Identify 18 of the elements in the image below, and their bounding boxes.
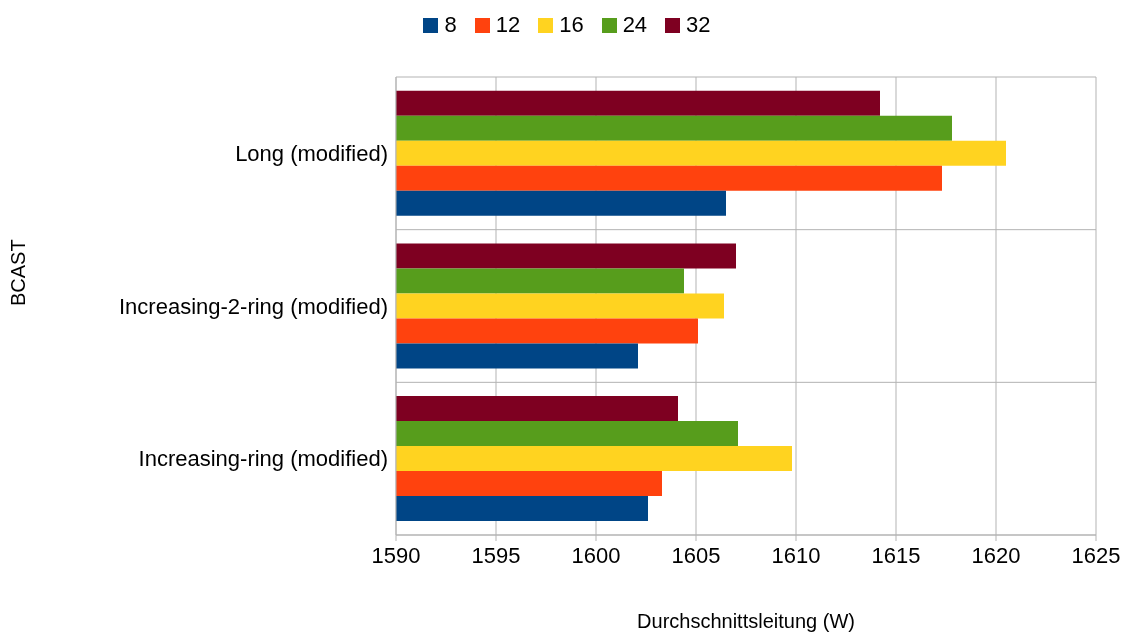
x-tick-label: 1595: [471, 542, 521, 568]
x-tick-label: 1625: [1071, 542, 1121, 568]
x-axis-title: Durchschnittsleitung (W): [637, 610, 855, 632]
x-tick-label: 1590: [371, 542, 421, 568]
legend-label: 8: [444, 12, 457, 38]
x-tick-label: 1620: [971, 542, 1021, 568]
y-axis-title: BCAST: [7, 239, 30, 306]
y-tick-label: Increasing-2-ring (modified): [119, 293, 388, 319]
legend-label: 32: [686, 12, 711, 38]
x-tick-label: 1615: [871, 542, 921, 568]
legend-label: 16: [559, 12, 584, 38]
y-tick-label: Long (modified): [235, 141, 388, 167]
x-tick-label: 1610: [771, 542, 821, 568]
legend-label: 24: [622, 12, 648, 38]
x-tick-label: 1600: [571, 542, 621, 568]
x-tick-label: 1605: [671, 542, 721, 568]
legend-label: 12: [495, 12, 521, 38]
y-tick-label: Increasing-ring (modified): [138, 446, 388, 472]
